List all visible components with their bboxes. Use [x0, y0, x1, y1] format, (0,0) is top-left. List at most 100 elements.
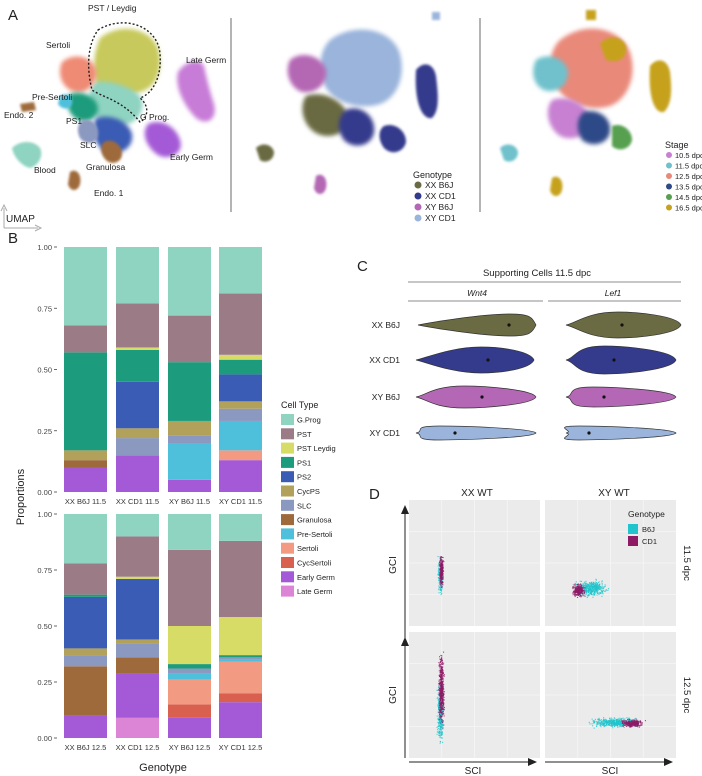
c-row-label-xy-cd1: XY CD1	[369, 428, 400, 438]
d-point-xy12-b6j	[619, 722, 621, 724]
d-point-xx12-cd1	[440, 654, 442, 656]
bar-xx-b6j-11-5-ps1	[64, 352, 107, 451]
d-point-xy11-cd1	[575, 587, 577, 589]
d-point-xx12-cd1	[439, 675, 441, 677]
d-point-xy11-b6j	[583, 582, 585, 584]
d-point-xy12-b6j	[598, 717, 600, 719]
d-point-xx11-b6j	[439, 557, 441, 559]
d-point-xx12-cd1	[440, 689, 442, 691]
d-point-xy12-b6j	[617, 722, 619, 724]
d-point-xy11-cd1	[572, 586, 574, 588]
d-point-xy11-b6j	[596, 583, 598, 585]
d-point-xy12-b6j	[593, 720, 595, 722]
celltype-swatch-early-germ	[281, 571, 294, 583]
bar-xy-b6j-12-5-ps1	[168, 664, 211, 669]
bar-xy-cd1-11-5-pst	[219, 293, 262, 355]
b-ytick-1-3: 0.75	[37, 566, 52, 575]
d-point-xx11-cd1	[441, 559, 443, 561]
d-point-xy11-b6j	[596, 588, 598, 590]
violin-median-lef1-xy-cd1	[587, 431, 591, 435]
celltype-label-pst-leydig: PST Leydig	[297, 444, 336, 453]
d-point-xx12-b6j	[437, 696, 439, 698]
d-point-xx12-b6j	[441, 718, 443, 720]
d-point-xx11-b6j	[437, 556, 439, 558]
d-point-xy12-cd1	[639, 721, 641, 723]
bar-xy-b6j-12-5-cycsertoli	[168, 704, 211, 718]
d-point-xy11-b6j	[597, 592, 599, 594]
d-point-xx12-cd1	[441, 687, 443, 689]
d-point-xx12-cd1	[441, 660, 443, 662]
d-point-xy11-b6j	[596, 582, 598, 584]
d-point-xy12-cd1	[637, 723, 639, 725]
d-point-xx11-b6j	[438, 563, 440, 565]
d-point-xx11-b6j	[440, 589, 442, 591]
violin-wnt4-xy-b6j	[415, 385, 537, 409]
d-point-xx12-b6j	[439, 728, 441, 730]
d-point-xx12-cd1	[440, 659, 442, 661]
d-point-xx12-cd1	[443, 705, 445, 707]
panel-letter-a: A	[8, 7, 18, 24]
d-point-xy11-cd1	[580, 583, 582, 585]
d-point-xy12-b6j	[601, 723, 603, 725]
umap-axis-y-arrow	[0, 203, 8, 212]
d-point-xy11-cd1	[578, 587, 580, 589]
d-point-xy12-b6j	[591, 723, 593, 725]
d-point-xy12-b6j	[616, 721, 618, 723]
d-point-xx12-cd1	[438, 674, 440, 676]
d-point-xx12-b6j	[439, 686, 441, 688]
d-point-xy11-b6j	[601, 584, 603, 586]
d-point-xy11-b6j	[595, 578, 597, 580]
d-point-xy11-cd1	[572, 588, 574, 590]
d-point-xy11-b6j	[583, 588, 585, 590]
d-point-xy12-b6j	[614, 726, 616, 728]
d-point-xx12-cd1	[438, 719, 440, 721]
cluster-endo2	[20, 102, 36, 112]
d-point-xy11-b6j	[592, 590, 594, 592]
d-point-xy11-cd1	[572, 587, 574, 589]
d-point-xy12-cd1	[636, 724, 638, 726]
d-point-xy11-cd1	[580, 588, 582, 590]
d-point-xy11-b6j	[596, 585, 598, 587]
bar-xy-b6j-12-5-early-germ	[168, 717, 211, 738]
d-point-xy11-b6j	[585, 595, 587, 597]
d-point-xx12-cd1	[438, 665, 440, 667]
d-point-xy11-cd1	[574, 593, 576, 595]
d-point-xx12-b6j	[442, 711, 444, 713]
d-point-xy12-b6j	[605, 725, 607, 727]
d-point-xx12-cd1	[439, 687, 441, 689]
d-point-xy11-cd1	[579, 588, 581, 590]
d-point-xx12-b6j	[437, 718, 439, 720]
d-point-xx12-cd1	[443, 693, 445, 695]
d-point-xx12-cd1	[443, 708, 445, 710]
d-point-xy11-b6j	[591, 583, 593, 585]
d-point-xy12-cd1	[638, 726, 640, 728]
d-point-xy12-cd1	[627, 724, 629, 726]
d-point-xx12-cd1	[441, 658, 443, 660]
d-point-xx12-cd1	[439, 684, 441, 686]
d-point-xy11-b6j	[583, 585, 585, 587]
d-point-xx11-cd1	[441, 565, 443, 567]
d-point-xy11-cd1	[579, 590, 581, 592]
d-point-xy11-cd1	[578, 594, 580, 596]
umap3-blob-small	[586, 10, 596, 20]
bar-xx-cd1-11-5-ps1	[116, 349, 159, 382]
d-point-xy11-b6j	[585, 580, 587, 582]
d-point-xy11-b6j	[592, 586, 594, 588]
d-point-xy12-cd1	[630, 722, 632, 724]
d-point-xy11-b6j	[587, 591, 589, 593]
d-point-xx12-cd1	[440, 660, 442, 662]
d-point-xy11-b6j	[597, 590, 599, 592]
d-point-xx12-b6j	[438, 722, 440, 724]
d-point-xy12-b6j	[620, 725, 622, 727]
d-point-xy11-cd1	[574, 583, 576, 585]
d-point-xx12-cd1	[438, 690, 440, 692]
d-point-xy11-b6j	[594, 582, 596, 584]
d-point-xx12-cd1	[441, 721, 443, 723]
d-point-xx12-cd1	[439, 666, 441, 668]
d-point-xx11-cd1	[440, 570, 442, 572]
d-point-xx12-cd1	[439, 693, 441, 695]
d-point-xy12-b6j	[634, 718, 636, 720]
d-point-xx11-cd1	[442, 573, 444, 575]
d-point-xy12-b6j	[614, 723, 616, 725]
d-point-xy11-cd1	[574, 593, 576, 595]
